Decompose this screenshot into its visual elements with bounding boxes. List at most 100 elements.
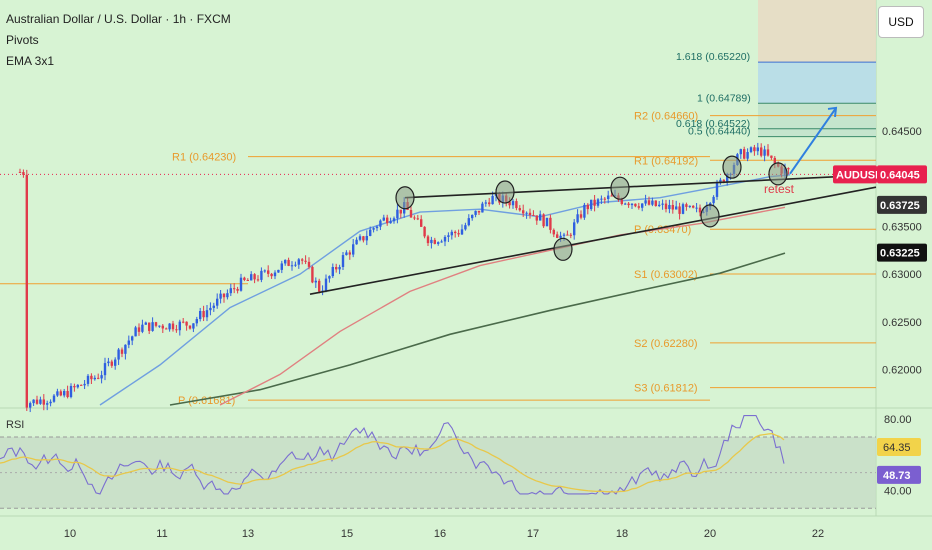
candle-body <box>637 206 640 208</box>
candle-body <box>624 203 627 205</box>
candle-body <box>182 321 185 323</box>
candle-body <box>491 195 494 205</box>
candle-body <box>661 203 664 205</box>
x-tick-label: 15 <box>341 528 353 540</box>
pivot-label: S1 (0.63002) <box>634 269 698 281</box>
candle-body <box>199 310 202 320</box>
candle-body <box>600 198 603 200</box>
candle-body <box>593 199 596 206</box>
touch-point-circle <box>610 176 630 200</box>
candle-body <box>69 385 73 398</box>
candle-body <box>678 206 681 214</box>
candle-body <box>437 242 440 244</box>
candle-body <box>209 307 212 311</box>
candle-body <box>273 272 277 277</box>
candle-body <box>311 266 314 283</box>
candle-body <box>294 264 297 266</box>
price-tag <box>877 243 927 262</box>
candle-body <box>664 203 668 210</box>
candle-body <box>144 322 147 325</box>
candle-body <box>284 259 287 264</box>
candle-body <box>556 234 559 238</box>
projection-arrow <box>789 107 837 175</box>
candle-body <box>539 214 542 221</box>
candle-body <box>165 328 168 330</box>
rsi-ma-value: 48.73 <box>883 470 911 482</box>
candle-body <box>168 323 171 330</box>
candle-body <box>202 310 205 318</box>
candle-body <box>110 361 113 366</box>
x-tick-label: 20 <box>704 528 716 540</box>
rsi-current-value: 64.35 <box>883 442 911 454</box>
candle-body <box>263 270 266 272</box>
candle-body <box>658 204 661 207</box>
candle-body <box>161 325 164 329</box>
fib-label: 0.5 (0.64440) <box>688 126 750 138</box>
candle-body <box>426 236 430 244</box>
candle-body <box>647 200 651 205</box>
candle-body <box>107 361 110 364</box>
candle-body <box>73 385 76 388</box>
candle-body <box>49 401 52 404</box>
x-tick-label: 18 <box>616 528 628 540</box>
candle-body <box>532 215 535 217</box>
chart-title: Australian Dollar / U.S. Dollar · 1h · F… <box>6 12 231 26</box>
retest-label: retest <box>764 182 795 196</box>
candle-body <box>420 219 423 227</box>
candle-body <box>443 236 447 242</box>
indicator-ema[interactable]: EMA 3x1 <box>6 54 55 68</box>
candle-body <box>127 340 130 345</box>
candle-body <box>559 235 562 238</box>
candle-body <box>766 149 770 156</box>
candle-body <box>688 205 691 207</box>
candle-body <box>630 203 634 206</box>
candle-body <box>423 226 426 237</box>
ema-fast-line <box>99 174 791 406</box>
candle-body <box>399 209 402 214</box>
candle-body <box>763 149 766 156</box>
candle-body <box>685 204 688 207</box>
candle-body <box>154 322 158 326</box>
candle-body <box>522 210 525 214</box>
pivot-label: R1 (0.64192) <box>634 155 698 167</box>
candle-body <box>90 375 93 380</box>
x-tick-label: 11 <box>156 528 167 540</box>
candle-body <box>355 239 358 245</box>
candle-body <box>35 399 39 404</box>
fib-zone <box>758 0 876 63</box>
candle-body <box>569 234 572 236</box>
candle-body <box>195 319 198 324</box>
candle-body <box>508 201 511 206</box>
candle-body <box>607 195 610 200</box>
pivot-label: R2 (0.64660) <box>634 111 698 123</box>
candle-body <box>770 155 773 158</box>
candle-body <box>66 390 69 398</box>
indicator-pivots[interactable]: Pivots <box>6 33 39 47</box>
candle-body <box>250 274 253 281</box>
candles <box>18 142 790 413</box>
candle-body <box>348 252 351 255</box>
candle-body <box>188 325 192 329</box>
candle-body <box>481 203 484 213</box>
touch-point-circle <box>395 186 415 210</box>
candle-body <box>185 321 188 326</box>
candle-body <box>535 215 538 221</box>
x-tick-label: 17 <box>527 528 539 540</box>
candle-body <box>124 344 127 354</box>
candle-body <box>668 204 671 210</box>
currency-button[interactable]: USD <box>878 6 924 38</box>
candle-body <box>39 399 42 404</box>
candle-body <box>396 209 399 219</box>
touch-point-circle <box>768 162 788 186</box>
candle-body <box>430 239 433 244</box>
candle-body <box>651 200 654 205</box>
y-tick-label: 0.62000 <box>882 365 922 377</box>
y-tick-label: 0.63500 <box>882 221 922 233</box>
fib-label: 1.618 (0.65220) <box>676 51 750 63</box>
candle-body <box>148 322 151 331</box>
candle-body <box>787 168 790 170</box>
candle-body <box>739 149 742 155</box>
candle-body <box>267 270 270 274</box>
candle-body <box>545 217 549 227</box>
